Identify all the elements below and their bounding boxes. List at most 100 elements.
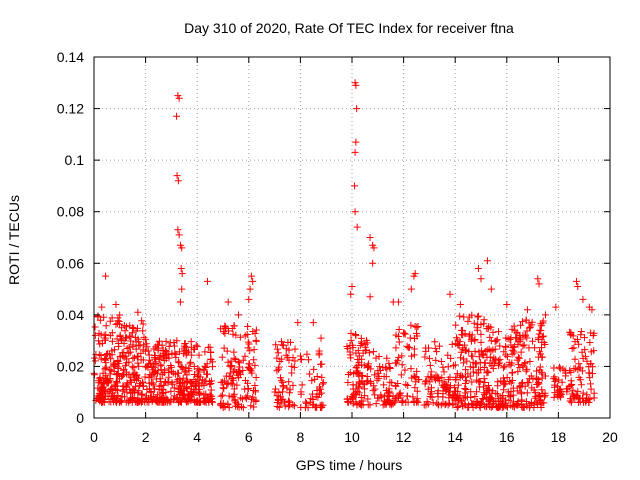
data-point bbox=[493, 402, 501, 410]
data-point bbox=[237, 394, 245, 402]
data-point bbox=[316, 403, 324, 411]
data-point bbox=[207, 386, 215, 394]
data-point bbox=[113, 386, 121, 394]
data-point bbox=[398, 352, 406, 360]
data-point bbox=[147, 394, 155, 402]
data-point bbox=[529, 337, 537, 345]
data-point bbox=[190, 363, 198, 371]
data-point bbox=[509, 402, 517, 410]
data-point bbox=[287, 338, 295, 346]
data-point bbox=[134, 359, 142, 367]
data-point bbox=[379, 363, 387, 371]
data-point bbox=[129, 324, 137, 332]
data-point bbox=[471, 347, 479, 355]
data-point bbox=[227, 363, 235, 371]
data-point bbox=[575, 340, 583, 348]
data-point bbox=[493, 336, 501, 344]
data-point bbox=[241, 352, 249, 360]
data-point bbox=[528, 384, 536, 392]
data-point bbox=[493, 404, 501, 412]
data-point bbox=[344, 370, 352, 378]
data-point bbox=[352, 391, 360, 399]
data-point bbox=[119, 371, 127, 379]
data-point bbox=[380, 373, 388, 381]
data-point bbox=[130, 354, 138, 362]
data-point bbox=[520, 341, 528, 349]
data-point bbox=[373, 376, 381, 384]
data-point bbox=[572, 277, 580, 285]
data-point bbox=[273, 354, 281, 362]
data-point bbox=[297, 390, 305, 398]
data-point bbox=[224, 298, 232, 306]
x-tick-label: 20 bbox=[602, 429, 618, 445]
data-point bbox=[375, 353, 383, 361]
data-point bbox=[125, 371, 133, 379]
data-point bbox=[446, 382, 454, 390]
data-point bbox=[569, 386, 577, 394]
data-point bbox=[413, 367, 421, 375]
data-point bbox=[236, 333, 244, 341]
data-point bbox=[142, 396, 150, 403]
data-point bbox=[178, 285, 186, 293]
data-point bbox=[587, 380, 595, 388]
data-point bbox=[226, 369, 234, 377]
data-point bbox=[277, 377, 285, 385]
data-point bbox=[140, 382, 148, 390]
data-point bbox=[352, 138, 360, 146]
data-point bbox=[102, 272, 110, 280]
data-point bbox=[245, 340, 253, 348]
data-point bbox=[447, 354, 455, 362]
data-point bbox=[180, 390, 188, 398]
data-point bbox=[448, 340, 456, 348]
y-tick-labels: 0 0.02 0.04 0.06 0.08 0.1 0.12 0.14 bbox=[57, 49, 84, 426]
data-point bbox=[353, 387, 361, 395]
data-point bbox=[199, 376, 207, 384]
data-point bbox=[244, 338, 252, 346]
data-point bbox=[192, 341, 200, 349]
data-point bbox=[577, 327, 585, 335]
data-point bbox=[513, 399, 521, 407]
data-point bbox=[285, 397, 293, 405]
data-point bbox=[347, 290, 355, 298]
data-point bbox=[577, 381, 585, 389]
data-point bbox=[457, 397, 465, 405]
data-point bbox=[505, 359, 513, 367]
data-point bbox=[466, 363, 474, 371]
data-point bbox=[534, 376, 542, 384]
data-point bbox=[514, 353, 522, 361]
data-point bbox=[174, 177, 182, 185]
data-point bbox=[552, 375, 560, 383]
data-point bbox=[275, 365, 283, 373]
data-point bbox=[490, 398, 498, 406]
data-point bbox=[366, 234, 374, 241]
data-point bbox=[490, 354, 498, 362]
data-point bbox=[174, 358, 182, 366]
data-point bbox=[567, 329, 575, 337]
data-point bbox=[534, 401, 542, 409]
x-tick-label: 4 bbox=[193, 429, 201, 445]
data-point bbox=[583, 391, 591, 399]
data-point bbox=[487, 285, 495, 293]
data-point bbox=[384, 389, 392, 397]
data-point bbox=[542, 311, 549, 319]
chart-title: Day 310 of 2020, Rate Of TEC Index for r… bbox=[184, 20, 514, 36]
data-point bbox=[349, 400, 357, 408]
data-point bbox=[489, 328, 497, 336]
data-point bbox=[344, 379, 352, 387]
data-point bbox=[102, 372, 110, 380]
data-point bbox=[503, 374, 511, 382]
data-point bbox=[150, 363, 158, 371]
data-point bbox=[408, 352, 416, 360]
data-point bbox=[154, 344, 162, 352]
data-point bbox=[429, 399, 437, 407]
data-point bbox=[230, 322, 238, 330]
data-point bbox=[579, 295, 587, 303]
data-point bbox=[431, 344, 439, 352]
data-point bbox=[273, 345, 281, 353]
data-point bbox=[148, 373, 156, 381]
data-point bbox=[401, 330, 409, 338]
data-point bbox=[461, 385, 469, 393]
data-point bbox=[154, 398, 162, 406]
data-point bbox=[278, 341, 286, 349]
data-point bbox=[147, 379, 155, 387]
